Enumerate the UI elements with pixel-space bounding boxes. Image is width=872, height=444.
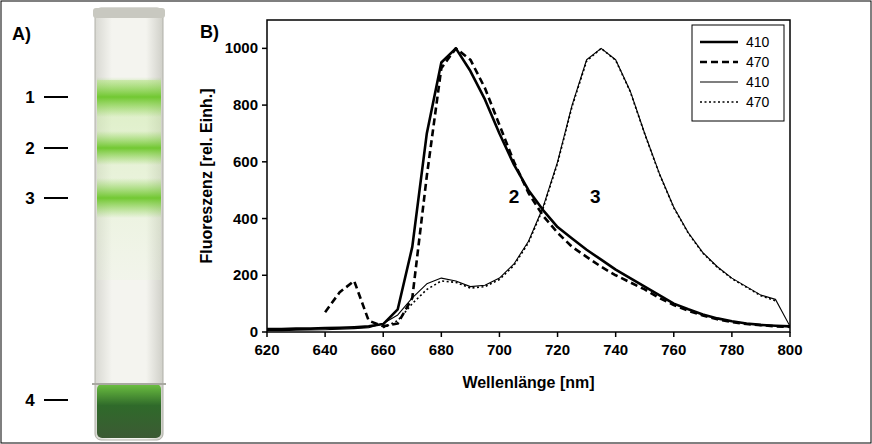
panel-label: B) [200,22,219,42]
legend-swatch [700,41,738,44]
plot-frame [267,20,790,332]
y-tick [262,104,267,106]
legend: 410 470 410 470 [692,25,784,121]
band-pointer [44,197,68,199]
legend-box [692,25,784,121]
y-axis-title: Fluoreszenz [rel. Einh.] [198,88,215,263]
panel-a: A) 1 2 3 4 [12,8,166,440]
x-tick-label: 620 [254,341,279,358]
panel-b: B) 0 200 400 600 800 1000 620 640 660 680 700 720 740… [198,20,803,391]
x-tick [673,332,675,337]
legend-swatch [700,61,738,64]
band-pointer [44,399,68,401]
band-label: 1 [25,88,34,107]
figure: A) 1 2 3 4 B) 0 200 400 600 800 1000 620 640 660 680 700… [0,0,872,444]
band-label: 4 [25,391,35,410]
x-tick-label: 780 [719,341,744,358]
x-tick [441,332,443,337]
x-tick [789,332,791,337]
x-tick [615,332,617,337]
x-tick-label: 760 [661,341,686,358]
y-tick-label: 1000 [225,39,258,56]
y-tick [262,161,267,163]
x-axis-title: Wellenlänge [nm] [462,374,594,391]
pellet [97,384,161,438]
y-tick-label: 400 [233,210,258,227]
x-tick-label: 700 [487,341,512,358]
y-tick-label: 600 [233,153,258,170]
band [97,131,161,165]
x-tick-label: 740 [603,341,628,358]
band [97,178,161,218]
band-pointer [44,147,68,149]
y-tick [262,218,267,220]
x-tick-label: 800 [777,341,802,358]
x-tick [266,332,268,337]
legend-swatch [700,101,738,103]
legend-label: 410 [746,74,770,90]
x-tick-label: 720 [545,341,570,358]
x-tick [731,332,733,337]
panel-label: A) [12,24,31,44]
x-tick-label: 660 [371,341,396,358]
band-pointer [44,96,68,98]
y-tick-label: 800 [233,96,258,113]
curve-label: 2 [509,186,520,207]
x-tick [324,332,326,337]
legend-label: 470 [746,94,770,110]
band-label: 3 [25,189,34,208]
rim [92,383,166,385]
band [97,77,161,117]
legend-label: 410 [746,34,770,50]
tube-cap [93,8,165,18]
y-tick [262,275,267,277]
tube [95,8,163,440]
legend-swatch [700,81,738,82]
figure-frame [1,1,871,443]
x-tick [382,332,384,337]
y-tick-label: 200 [233,266,258,283]
curve-label: 3 [590,186,601,207]
band-label: 2 [25,139,34,158]
legend-label: 470 [746,54,770,70]
y-tick-label: 0 [250,323,258,340]
x-tick [499,332,501,337]
y-tick [262,48,267,50]
x-tick [557,332,559,337]
x-tick-label: 680 [429,341,454,358]
x-tick-label: 640 [313,341,338,358]
